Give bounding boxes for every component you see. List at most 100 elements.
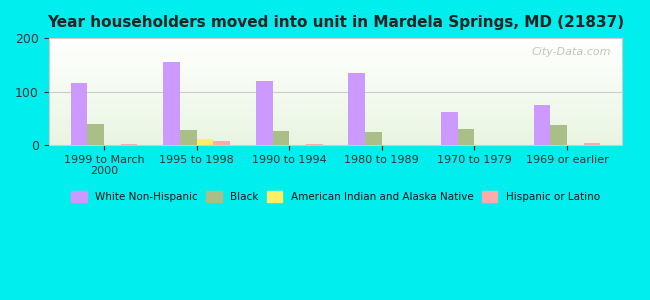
Bar [49, 57, 623, 59]
Bar [49, 126, 623, 127]
Bar [49, 79, 623, 80]
Bar [49, 86, 623, 87]
Bar [49, 76, 623, 78]
Bar [49, 98, 623, 99]
Bar [441, 112, 458, 145]
Bar [49, 41, 623, 42]
Bar [49, 68, 623, 69]
Bar [49, 44, 623, 46]
Bar [49, 91, 623, 92]
Bar [49, 128, 623, 129]
Bar [49, 106, 623, 108]
Bar [49, 61, 623, 62]
Bar [256, 81, 272, 145]
Bar [49, 72, 623, 74]
Bar [163, 62, 180, 145]
Bar [49, 93, 623, 94]
Bar [49, 82, 623, 83]
Bar [49, 111, 623, 112]
Bar [348, 73, 365, 145]
Bar [49, 142, 623, 143]
Bar [49, 70, 623, 71]
Bar [458, 129, 474, 145]
Bar [180, 130, 197, 145]
Bar [49, 94, 623, 95]
Bar [49, 140, 623, 141]
Bar [365, 132, 382, 145]
Bar [49, 87, 623, 88]
Bar [49, 134, 623, 136]
Bar [49, 103, 623, 104]
Bar [49, 62, 623, 63]
Bar [49, 104, 623, 106]
Bar [49, 125, 623, 126]
Bar [49, 83, 623, 84]
Bar [49, 55, 623, 56]
Text: City-Data.com: City-Data.com [532, 47, 611, 57]
Bar [49, 130, 623, 131]
Bar [49, 143, 623, 144]
Bar [272, 131, 289, 145]
Bar [49, 48, 623, 49]
Bar [49, 38, 623, 39]
Bar [584, 143, 600, 145]
Bar [49, 80, 623, 81]
Bar [49, 65, 623, 66]
Bar [49, 88, 623, 89]
Bar [49, 78, 623, 79]
Bar [49, 119, 623, 121]
Bar [49, 59, 623, 61]
Bar [49, 71, 623, 72]
Bar [49, 69, 623, 70]
Bar [49, 96, 623, 97]
Bar [88, 124, 104, 145]
Bar [197, 139, 213, 145]
Bar [49, 116, 623, 117]
Bar [49, 85, 623, 86]
Bar [49, 121, 623, 122]
Bar [49, 63, 623, 64]
Bar [49, 46, 623, 47]
Bar [49, 51, 623, 52]
Bar [49, 139, 623, 140]
Bar [49, 81, 623, 82]
Bar [49, 64, 623, 65]
Bar [49, 123, 623, 124]
Bar [551, 125, 567, 145]
Bar [49, 124, 623, 125]
Bar [49, 92, 623, 93]
Bar [49, 50, 623, 51]
Bar [49, 129, 623, 130]
Bar [49, 42, 623, 44]
Bar [49, 53, 623, 54]
Bar [49, 52, 623, 53]
Bar [49, 54, 623, 55]
Bar [49, 108, 623, 109]
Bar [49, 58, 623, 59]
Bar [306, 144, 322, 145]
Bar [49, 114, 623, 115]
Bar [49, 118, 623, 119]
Bar [49, 101, 623, 102]
Bar [49, 89, 623, 91]
Bar [49, 47, 623, 48]
Bar [49, 127, 623, 128]
Bar [49, 84, 623, 85]
Bar [49, 74, 623, 76]
Bar [49, 141, 623, 142]
Bar [49, 67, 623, 68]
Bar [49, 40, 623, 41]
Bar [71, 82, 88, 145]
Bar [49, 102, 623, 104]
Bar [49, 56, 623, 57]
Bar [49, 97, 623, 98]
Bar [49, 113, 623, 114]
Bar [49, 138, 623, 139]
Bar [49, 66, 623, 67]
Bar [49, 39, 623, 40]
Bar [49, 112, 623, 113]
Bar [49, 49, 623, 50]
Bar [49, 100, 623, 101]
Bar [49, 132, 623, 134]
Bar [121, 144, 137, 145]
